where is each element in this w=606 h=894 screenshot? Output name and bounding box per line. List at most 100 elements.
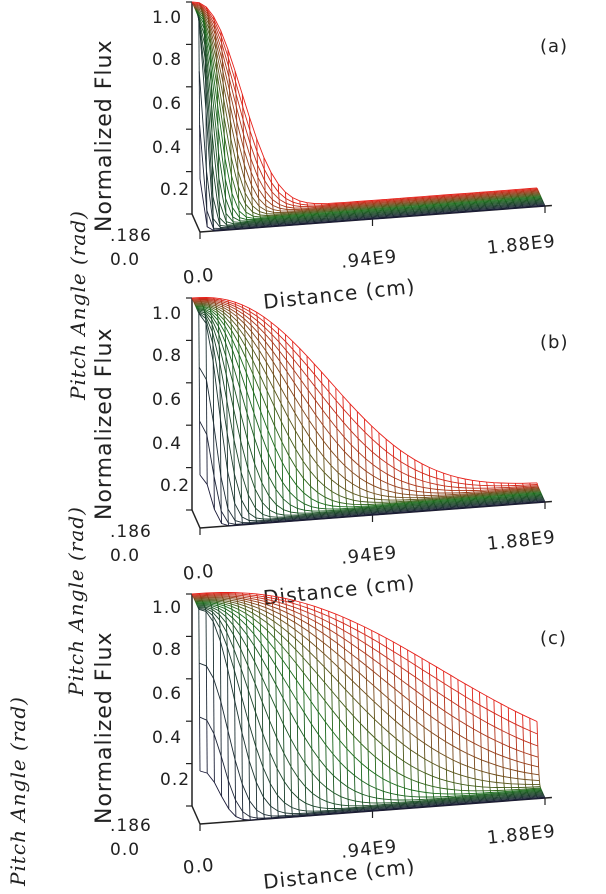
mesh-line-pitch: [452, 716, 453, 731]
mesh-line-pitch: [396, 497, 397, 500]
surface-panel-c: Normalized Flux 1.0 0.8 0.6 0.4 0.2 .186…: [0, 592, 606, 888]
mesh-line-pitch: [453, 760, 454, 773]
mesh-line-distance: [197, 309, 542, 511]
mesh-line-pitch: [515, 798, 516, 799]
ztick-label: 0.2: [160, 476, 190, 496]
mesh-line-pitch: [394, 200, 395, 201]
ztick-label: 0.4: [152, 138, 182, 158]
mesh-line-pitch: [281, 635, 282, 646]
mesh-line-pitch: [342, 810, 343, 811]
mesh-line-pitch: [222, 60, 223, 71]
mesh-line-pitch: [451, 195, 452, 196]
mesh-line-pitch: [394, 675, 395, 689]
zaxis-label: Normalized Flux: [92, 40, 117, 232]
mesh-line-pitch: [394, 202, 395, 203]
mesh-line-pitch: [509, 486, 510, 488]
ztick-label: 1.0: [152, 304, 182, 324]
mesh-line-pitch: [228, 781, 229, 809]
mesh-line-pitch: [513, 793, 514, 794]
mesh-line-pitch: [396, 502, 397, 503]
mesh-line-pitch: [457, 209, 458, 210]
mesh-line-pitch: [285, 520, 286, 521]
y-axis-line: [192, 214, 200, 232]
mesh-line-pitch: [340, 762, 341, 782]
mesh-line-distance: [194, 7, 539, 212]
ztick-label: 0.6: [152, 390, 182, 410]
mesh-line-distance: [192, 2, 537, 204]
ztick-label: 0.8: [152, 50, 182, 70]
mesh-line-pitch: [451, 688, 452, 702]
mesh-line-pitch: [513, 201, 514, 202]
ytick-label: .186: [110, 816, 152, 836]
mesh-line-pitch: [279, 335, 280, 343]
mesh-line-pitch: [398, 211, 399, 212]
mesh-line-pitch: [283, 677, 284, 698]
mesh-line-pitch: [515, 502, 516, 503]
y-axis-line: [192, 510, 200, 528]
mesh-line-pitch: [509, 721, 510, 734]
mesh-line-pitch: [515, 206, 516, 207]
mesh-line-pitch: [511, 492, 512, 493]
ztick-label: 0.4: [152, 728, 182, 748]
mesh-line-pitch: [458, 803, 459, 804]
mesh-line-distance: [192, 594, 537, 734]
mesh-line-pitch: [337, 634, 338, 643]
mesh-line-pitch: [341, 215, 342, 216]
xtick-label: 0.0: [182, 855, 216, 879]
mesh-line-pitch: [343, 219, 344, 220]
mesh-line-pitch: [511, 788, 512, 790]
mesh-line-pitch: [511, 197, 512, 198]
ztick-label: 0.2: [160, 180, 190, 200]
mesh-line-pitch: [398, 209, 399, 210]
mesh-line-pitch: [511, 778, 512, 784]
mesh-line-pitch: [509, 193, 510, 194]
mesh-line-pitch: [228, 523, 229, 526]
mesh-line-pitch: [283, 510, 284, 515]
mesh-line-pitch: [451, 482, 452, 487]
mesh-line-distance: [194, 6, 539, 210]
mesh-line-distance: [198, 311, 543, 516]
mesh-line-pitch: [343, 811, 344, 812]
y-axis-line: [192, 806, 200, 824]
mesh-line-pitch: [341, 511, 342, 512]
mesh-line-distance: [194, 303, 539, 498]
panel-label: (c): [540, 628, 567, 649]
yaxis-label: Pitch Angle (rad): [6, 696, 30, 886]
zaxis-label: Normalized Flux: [92, 632, 117, 824]
mesh-line-pitch: [342, 514, 343, 515]
mesh-line-pitch: [336, 620, 337, 627]
mesh-line-pitch: [283, 482, 284, 498]
ztick-label: 0.6: [152, 684, 182, 704]
mesh-line-pitch: [226, 623, 227, 632]
mesh-line-pitch: [281, 215, 282, 216]
mesh-line-pitch: [453, 200, 454, 201]
mesh-line-pitch: [458, 507, 459, 508]
mesh-line-pitch: [339, 495, 340, 502]
mesh-line-pitch: [341, 797, 342, 805]
mesh-line-pitch: [285, 222, 286, 223]
mesh-line-pitch: [336, 401, 337, 415]
mesh-line-pitch: [279, 600, 280, 603]
mesh-line-pitch: [339, 700, 340, 720]
mesh-line-pitch: [226, 375, 227, 400]
mesh-line-pitch: [513, 497, 514, 498]
mesh-line-pitch: [339, 210, 340, 211]
mesh-line-pitch: [285, 224, 286, 225]
surface-mesh: [192, 593, 545, 821]
mesh-line-pitch: [456, 798, 457, 799]
mesh-line-pitch: [456, 206, 457, 207]
mesh-line-pitch: [455, 796, 456, 797]
mesh-line-pitch: [283, 217, 284, 218]
mesh-line-distance: [198, 312, 543, 518]
mesh-line-pitch: [222, 597, 223, 598]
mesh-line-pitch: [457, 801, 458, 802]
mesh-line-pitch: [396, 206, 397, 207]
mesh-line-pitch: [394, 457, 395, 468]
mesh-line-pitch: [224, 604, 225, 606]
mesh-line-pitch: [511, 493, 512, 494]
mesh-line-pitch: [279, 192, 280, 199]
mesh-line-pitch: [285, 803, 286, 813]
mesh-line-pitch: [338, 473, 339, 486]
mesh-line-pitch: [222, 305, 223, 307]
mesh-line-pitch: [337, 429, 338, 444]
